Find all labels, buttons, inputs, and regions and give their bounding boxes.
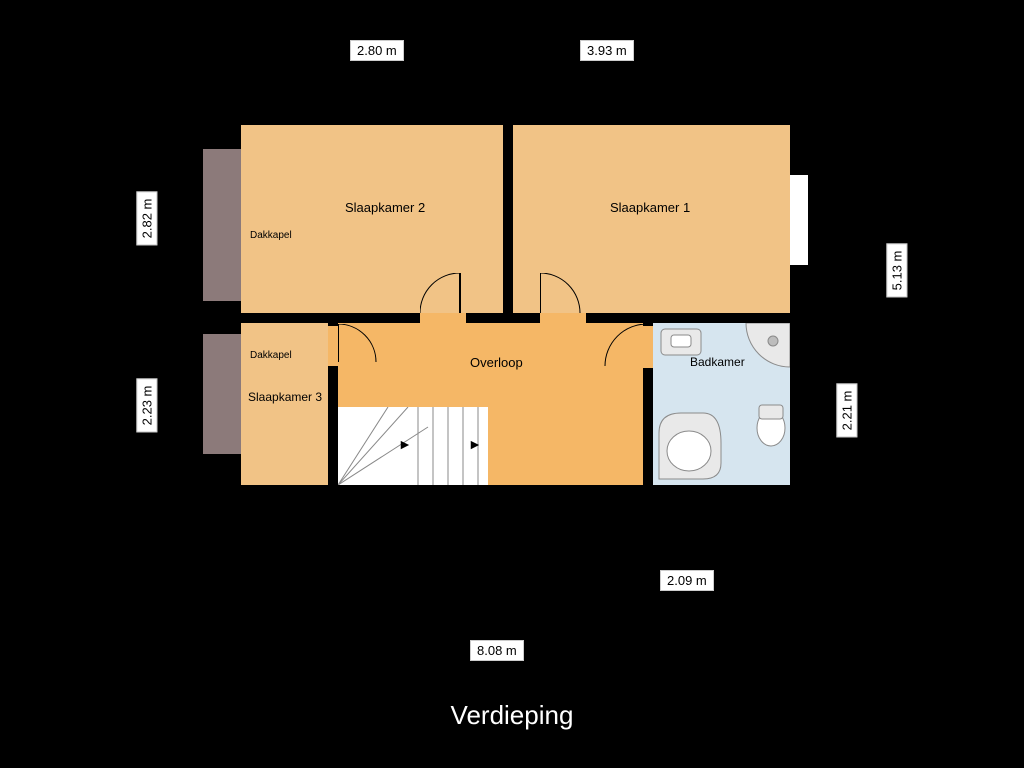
dim-right-1: 5.13 m <box>886 244 907 298</box>
overloop-label: Overloop <box>470 355 523 370</box>
dim-left-2: 2.23 m <box>136 379 157 433</box>
dakkapel-upper-label: Dakkapel <box>250 230 292 241</box>
stairs-arrow-1: ► <box>398 436 412 452</box>
wall-horizontal-divider <box>193 313 800 323</box>
dim-top-2: 3.93 m <box>580 40 634 61</box>
slaapkamer2-label: Slaapkamer 2 <box>345 200 425 215</box>
window-right <box>790 175 808 265</box>
dim-top-1: 2.80 m <box>350 40 404 61</box>
wall-upper-vertical <box>503 115 513 323</box>
room-slaapkamer3 <box>241 323 328 485</box>
doorway-badkamer <box>643 326 653 368</box>
door-slaapkamer3 <box>338 324 378 364</box>
doorway-slaapkamer1 <box>540 313 586 323</box>
dim-bottom-total: 8.08 m <box>470 640 524 661</box>
floorplan-canvas: Dakkapel Slaapkamer 2 Slaapkamer 1 Dakka… <box>0 0 1024 768</box>
dakkapel-upper <box>203 149 241 301</box>
slaapkamer3-label: Slaapkamer 3 <box>248 390 322 404</box>
dakkapel-lower-label: Dakkapel <box>250 350 292 361</box>
overloop-lower-strip <box>488 407 643 485</box>
dakkapel-lower <box>203 334 241 454</box>
floorplan-title: Verdieping <box>0 700 1024 731</box>
dim-left-1: 2.82 m <box>136 192 157 246</box>
stairs-lines <box>338 407 488 485</box>
window-right-frame-bot <box>790 265 808 268</box>
slaapkamer1-label: Slaapkamer 1 <box>610 200 690 215</box>
window-right-frame-top <box>790 172 808 175</box>
doorway-slaapkamer3 <box>328 326 338 366</box>
dim-bottom-sub: 2.09 m <box>660 570 714 591</box>
bathroom-fixtures <box>653 323 790 485</box>
dim-right-2: 2.21 m <box>836 384 857 438</box>
doorway-slaapkamer2 <box>420 313 466 323</box>
stairs-arrow-2: ► <box>468 436 482 452</box>
